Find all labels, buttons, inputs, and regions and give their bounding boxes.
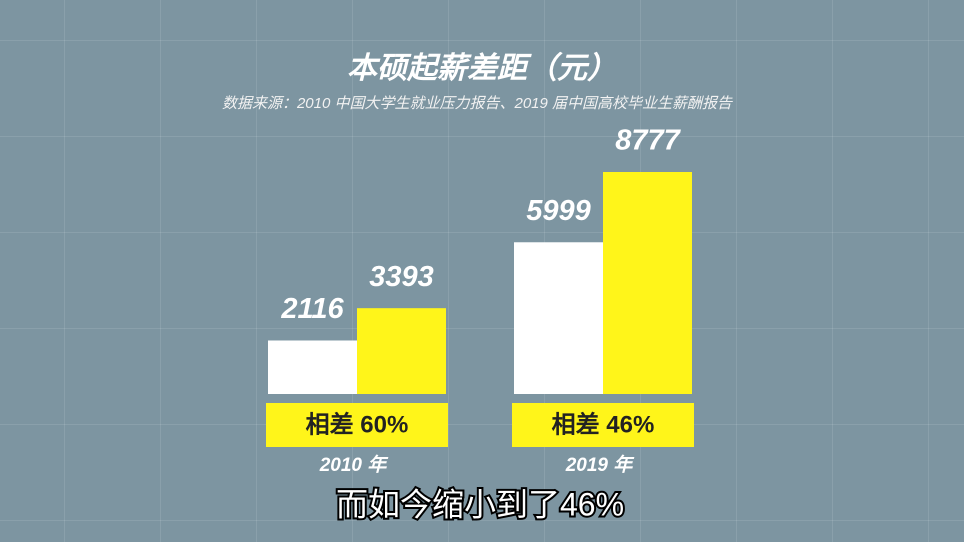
caption: 而如今缩小到了46% (336, 486, 624, 522)
difference-label: 相差 60% (306, 410, 409, 438)
value-label: 5999 (526, 195, 591, 227)
bar (357, 308, 446, 394)
value-label: 8777 (615, 125, 681, 157)
bar (514, 242, 603, 394)
difference-box (266, 403, 448, 447)
chart-title: 本硕起薪差距（元） (347, 51, 617, 85)
x-tick-label: 2010 年 (319, 454, 390, 476)
bar (603, 172, 692, 394)
bar (268, 340, 357, 394)
difference-label: 相差 46% (552, 410, 655, 438)
x-tick-label: 2019 年 (565, 454, 636, 476)
value-label: 3393 (369, 261, 434, 293)
value-label: 2116 (280, 293, 344, 325)
chart-subtitle: 数据来源：2010 中国大学生就业压力报告、2019 届中国高校毕业生薪酬报告 (222, 95, 733, 112)
difference-box (512, 403, 694, 447)
